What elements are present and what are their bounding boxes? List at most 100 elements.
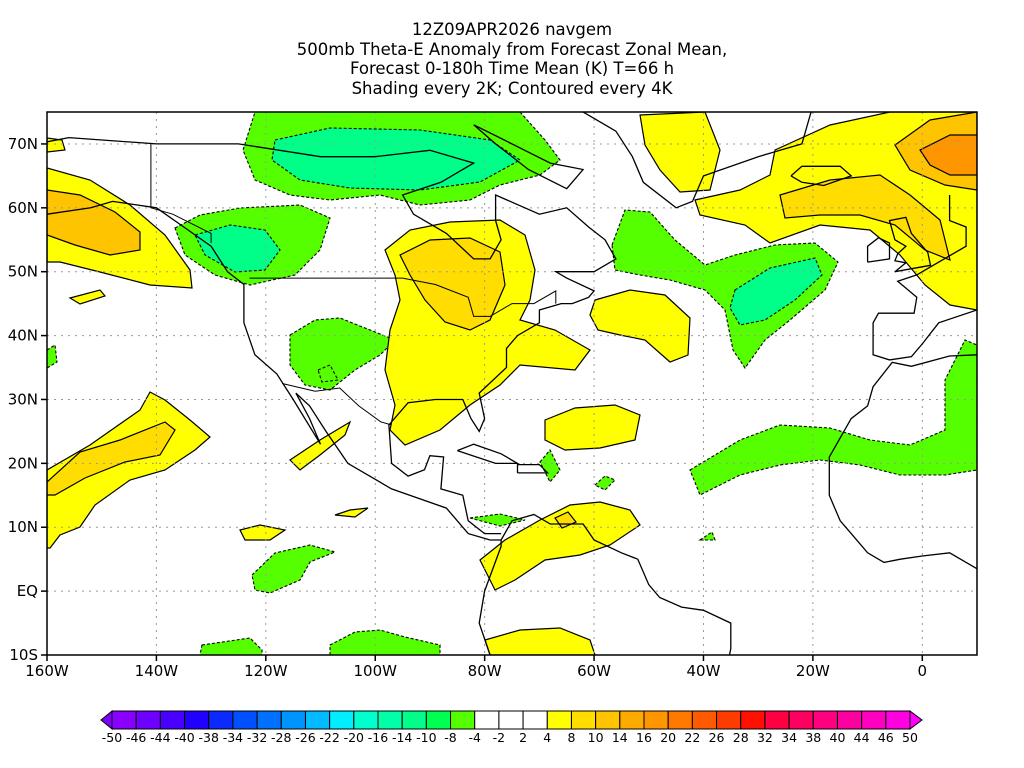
- colorbar-swatch: [764, 710, 790, 730]
- colorbar-swatch: [788, 710, 814, 730]
- colorbar-swatch: [740, 710, 766, 730]
- colorbar-label: 40: [830, 730, 846, 745]
- negative-anomaly-core: [194, 224, 281, 273]
- x-tick-label: 60W: [577, 662, 611, 680]
- colorbar-label: 4: [543, 730, 551, 745]
- europe-coast: [872, 195, 977, 361]
- positive-anomaly-region: [639, 112, 721, 193]
- colorbar-swatch: [498, 710, 524, 730]
- greenland-coast: [581, 112, 812, 209]
- colorbar-swatch: [643, 710, 669, 730]
- colorbar-label: 44: [854, 730, 870, 745]
- colorbar-swatch: [716, 710, 742, 730]
- colorbar-swatch: [232, 710, 258, 730]
- title-line-1: 12Z09APR2026 navgem: [411, 20, 613, 39]
- negative-anomaly-region: [698, 531, 716, 541]
- colorbar-label: -40: [174, 730, 194, 745]
- colorbar-label: -32: [247, 730, 267, 745]
- ireland-coast: [866, 237, 891, 263]
- britain-coast: [888, 216, 932, 273]
- shading-layer: [47, 112, 977, 655]
- x-tick-label: 80W: [468, 662, 502, 680]
- colorbar: -50 -46 -44 -40 -38 -34 -32 -28 -26 -22 -20 -16 -14-…: [100, 709, 923, 745]
- colorbar-label: 8: [567, 730, 575, 745]
- colorbar-label: -4: [468, 730, 481, 745]
- colorbar-swatch: [691, 710, 718, 730]
- negative-anomaly-region: [289, 317, 396, 391]
- colorbar-swatch: [280, 710, 306, 730]
- negative-anomaly-region: [317, 364, 339, 383]
- y-tick-label: 10S: [9, 646, 38, 664]
- colorbar-label: 16: [636, 730, 652, 745]
- colorbar-label: 22: [684, 730, 700, 745]
- axis-ticks: 160W 140W 120W 100W 80W 60W 40W 20W 0 70N 60N 50N 40…: [8, 135, 927, 680]
- colorbar-swatch: [450, 710, 476, 730]
- colorbar-swatch: [667, 710, 693, 730]
- positive-anomaly-region: [334, 507, 369, 518]
- plot-frame: [46, 111, 978, 656]
- x-tick-label: 100W: [354, 662, 398, 680]
- positive-anomaly-core: [919, 134, 977, 176]
- alaska-canada-border: [150, 143, 212, 243]
- colorbar-high-arrow: [909, 710, 923, 730]
- colorbar-label: -10: [416, 730, 436, 745]
- negative-anomaly-region: [329, 629, 441, 655]
- colorbar-label: 32: [757, 730, 773, 745]
- colorbar-swatch: [111, 710, 137, 730]
- colorbar-swatch: [474, 710, 500, 730]
- negative-anomaly-core: [729, 257, 823, 326]
- colorbar-label: -50: [102, 730, 122, 745]
- colorbar-swatch: [619, 710, 645, 730]
- positive-anomaly-core: [399, 237, 506, 331]
- colorbar-label: -38: [199, 730, 219, 745]
- y-tick-label: 50N: [8, 263, 38, 281]
- negative-anomaly-region: [611, 209, 839, 369]
- y-tick-label: 30N: [8, 390, 38, 408]
- us-canada-border: [249, 277, 557, 317]
- north-america-coast: [47, 200, 502, 655]
- positive-anomaly-region: [289, 420, 352, 471]
- y-tick-label: 10N: [8, 518, 38, 536]
- negative-anomaly-region: [251, 544, 337, 594]
- iceland-coast: [790, 165, 853, 187]
- positive-anomaly-region: [484, 627, 596, 655]
- colorbar-label: 38: [805, 730, 821, 745]
- positive-anomaly-region: [589, 289, 691, 363]
- plot-title: 12Z09APR2026 navgem 500mb Theta-E Anomal…: [0, 20, 1024, 98]
- colorbar-low-arrow: [100, 709, 113, 731]
- colorbar-swatch: [377, 710, 403, 730]
- y-tick-label: 40N: [8, 327, 38, 345]
- colorbar-label: -44: [150, 730, 170, 745]
- positive-anomaly-region: [239, 524, 287, 541]
- colorbar-swatch: [546, 710, 572, 730]
- colorbar-swatch: [329, 710, 355, 730]
- africa-coast: [828, 354, 977, 570]
- colorbar-label: -28: [271, 730, 291, 745]
- cuba-coast: [457, 443, 520, 465]
- colorbar-swatch: [595, 710, 621, 730]
- positive-anomaly-region: [68, 289, 107, 305]
- negative-anomaly-region: [689, 339, 977, 496]
- colorbar-swatch: [812, 710, 838, 730]
- colorbar-swatch: [256, 710, 282, 730]
- positive-anomaly-region: [479, 501, 641, 591]
- colorbar-label: 34: [781, 730, 797, 745]
- x-tick-label: 140W: [135, 662, 179, 680]
- colorbar-label: 14: [612, 730, 628, 745]
- positive-anomaly-core: [47, 189, 141, 256]
- negative-anomaly-region: [199, 637, 263, 655]
- colorbar-label: 26: [709, 730, 725, 745]
- colorbar-label: 28: [733, 730, 749, 745]
- x-tick-label: 120W: [244, 662, 288, 680]
- colorbar-label: -34: [223, 730, 243, 745]
- colorbar-swatch: [184, 710, 210, 730]
- colorbar-swatch: [353, 710, 379, 730]
- colorbar-swatch: [304, 710, 331, 730]
- coastlines: [47, 112, 977, 655]
- y-tick-label: 20N: [8, 454, 38, 472]
- colorbar-label: -14: [392, 730, 412, 745]
- negative-anomaly-region: [594, 475, 616, 491]
- colorbar-label: 2: [519, 730, 527, 745]
- title-line-3: Forecast 0-180h Time Mean (K) T=66 h: [349, 59, 675, 78]
- negative-anomaly-region: [539, 449, 561, 483]
